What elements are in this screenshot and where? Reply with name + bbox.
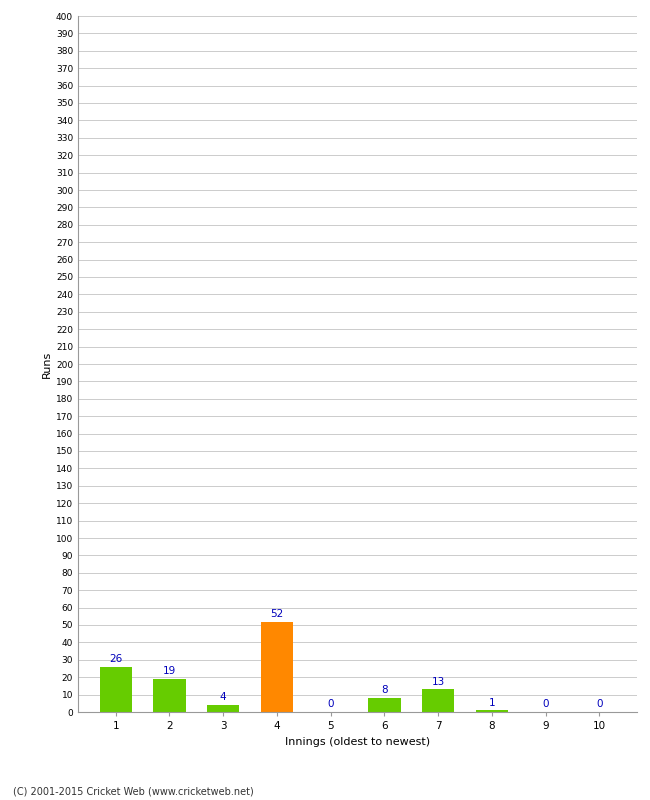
Bar [153,679,185,712]
Y-axis label: Runs: Runs [42,350,52,378]
Bar [207,705,239,712]
Text: 19: 19 [162,666,176,676]
Text: 0: 0 [596,699,603,710]
Text: (C) 2001-2015 Cricket Web (www.cricketweb.net): (C) 2001-2015 Cricket Web (www.cricketwe… [13,786,254,796]
Bar [261,622,293,712]
Text: 26: 26 [109,654,122,664]
Bar [476,710,508,712]
Bar [422,690,454,712]
Text: 13: 13 [432,677,445,686]
Text: 0: 0 [542,699,549,710]
Text: 1: 1 [489,698,495,708]
Bar [99,666,132,712]
Text: 4: 4 [220,693,226,702]
Text: 8: 8 [381,686,387,695]
Bar [369,698,400,712]
Text: 52: 52 [270,609,283,619]
X-axis label: Innings (oldest to newest): Innings (oldest to newest) [285,737,430,746]
Text: 0: 0 [328,699,334,710]
